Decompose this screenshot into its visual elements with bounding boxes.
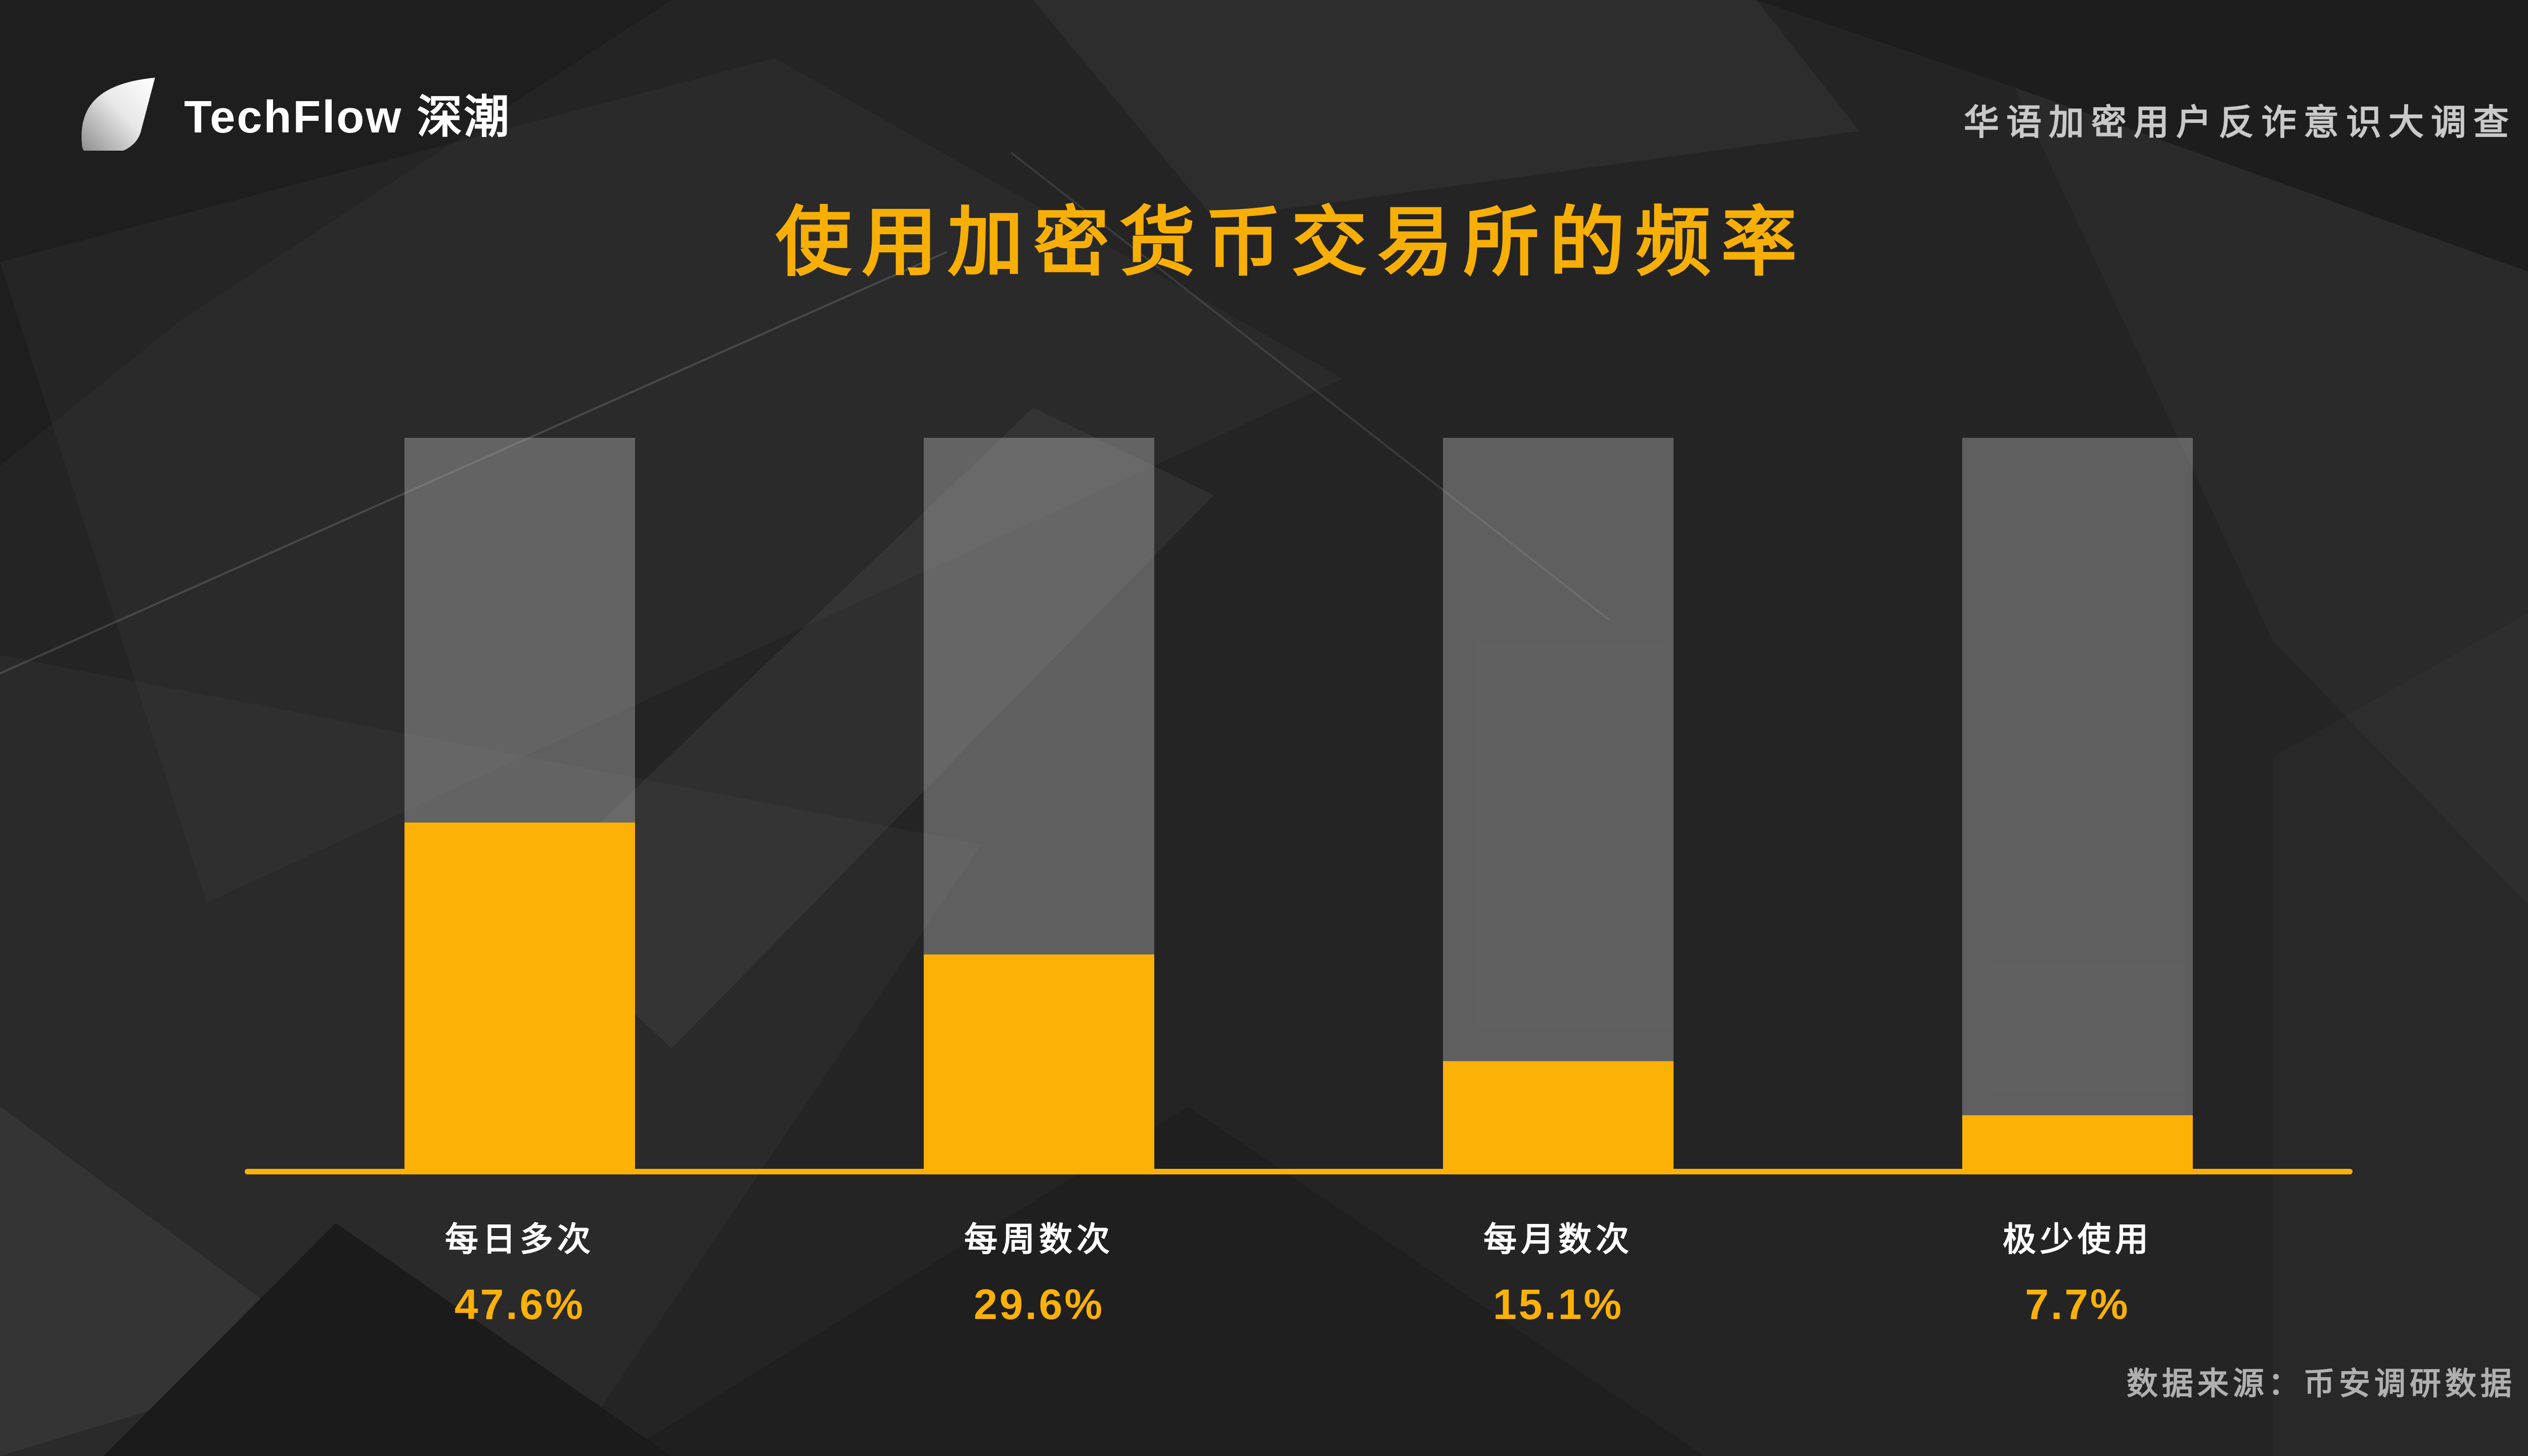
bar-fill — [924, 954, 1154, 1172]
bar-daily — [404, 438, 635, 1172]
bar-fill — [1962, 1115, 2193, 1172]
bar-fill — [1443, 1061, 1674, 1172]
value-label-monthly: 15.1% — [1493, 1281, 1624, 1328]
value-label-weekly: 29.6% — [973, 1281, 1105, 1328]
category-label-monthly: 每月数次 — [1483, 1220, 1633, 1258]
value-label-rarely: 7.7% — [2025, 1281, 2130, 1328]
bar-track — [1962, 438, 2193, 1172]
data-source-note: 数据来源：币安调研数据 — [2126, 1367, 2516, 1401]
brand-logo: TechFlow 深潮 — [65, 75, 511, 151]
bar-monthly — [1443, 438, 1674, 1172]
chart-title: 使用加密货币交易所的频率 — [775, 200, 1807, 285]
category-label-daily: 每日多次 — [445, 1220, 595, 1258]
survey-title: 华语加密用户反诈意识大调查 — [1964, 103, 2516, 142]
x-axis-line — [245, 1169, 2353, 1174]
techflow-leaf-icon — [81, 77, 155, 151]
bar-track — [1443, 438, 1674, 1172]
bar-rarely — [1962, 438, 2193, 1172]
category-label-rarely: 极少使用 — [2003, 1220, 2152, 1258]
category-label-weekly: 每周数次 — [964, 1220, 1114, 1258]
brand-name: TechFlow 深潮 — [184, 92, 511, 143]
value-label-daily: 47.6% — [454, 1281, 585, 1328]
bar-fill — [404, 822, 635, 1172]
bar-weekly — [924, 438, 1154, 1172]
